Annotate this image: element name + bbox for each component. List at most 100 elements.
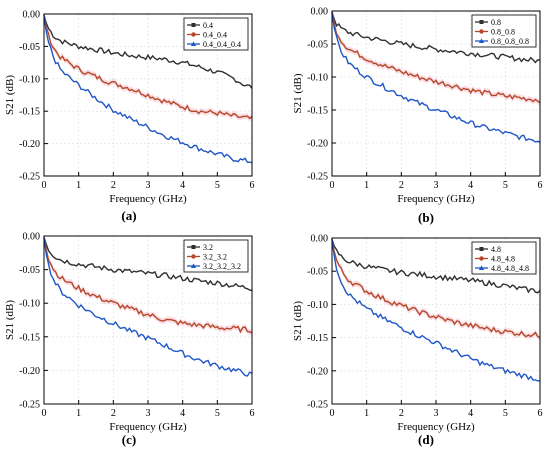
panel-d: 0 1 2 3 4 5 6 0.00 -0.05 -0.10 -0.15 -0.20 -0.25 Freq… xyxy=(292,234,543,434)
legend-marker-triangle xyxy=(478,38,485,43)
series-line-1 xyxy=(331,12,541,64)
x-tick-label: 6 xyxy=(250,180,255,191)
x-tick-label: 5 xyxy=(215,408,220,419)
x-tick-label: 3 xyxy=(434,180,439,191)
x-tick-label: 0 xyxy=(330,408,335,419)
y-tick-label: 0.00 xyxy=(311,7,329,18)
x-tick-label: 1 xyxy=(76,408,81,419)
legend-label: 4.8 xyxy=(491,245,501,254)
y-tick-label: -0.20 xyxy=(307,139,328,150)
x-axis-title: Frequency (GHz) xyxy=(109,193,187,205)
y-tick-label: -0.15 xyxy=(19,107,40,118)
y-tick-label: -0.20 xyxy=(19,366,40,377)
legend-marker-circle xyxy=(191,32,196,37)
legend-marker-triangle xyxy=(190,41,197,46)
y-tick-label: -0.05 xyxy=(307,267,328,278)
legend-marker-square xyxy=(479,247,484,251)
x-tick-label: 4 xyxy=(180,408,185,419)
x-tick-label: 2 xyxy=(399,408,404,419)
x-tick-label: 2 xyxy=(111,408,116,419)
x-tick-label: 6 xyxy=(538,408,543,419)
x-tick-label: 1 xyxy=(364,408,369,419)
legend: 3.23.2_3.23.2_3.2_3.2 xyxy=(183,239,249,273)
x-tick-label: 6 xyxy=(250,408,255,419)
y-tick-label: -0.10 xyxy=(19,74,40,85)
legend-label: 4.8_4.8 xyxy=(491,254,515,263)
series-line-3 xyxy=(43,237,253,377)
x-tick-label: 4 xyxy=(468,408,473,419)
legend-label: 0.4_0.4_0.4 xyxy=(203,40,241,49)
x-tick-label: 3 xyxy=(146,408,151,419)
x-tick-label: 3 xyxy=(146,180,151,191)
series-band xyxy=(44,234,252,336)
y-tick-label: -0.15 xyxy=(307,106,328,117)
series-line-2 xyxy=(331,239,541,339)
legend-marker-triangle xyxy=(190,263,197,268)
y-tick-label: -0.25 xyxy=(307,400,328,411)
y-axis-title: S21 (dB) xyxy=(292,73,304,113)
legend-marker-circle xyxy=(191,254,196,259)
legend-marker-square xyxy=(479,20,484,24)
series-line-3 xyxy=(331,239,541,382)
x-tick-label: 3 xyxy=(434,408,439,419)
panel-label: (d) xyxy=(418,432,434,447)
legend-label: 3.2 xyxy=(203,243,213,252)
panel-label: (b) xyxy=(418,210,434,225)
y-tick-label: -0.20 xyxy=(19,139,40,150)
y-axis-title: S21 (dB) xyxy=(292,301,304,341)
x-tick-label: 2 xyxy=(399,180,404,191)
legend-label: 0.8_0.8_0.8 xyxy=(491,37,529,46)
panel-c: 0 1 2 3 4 5 6 0.00 -0.05 -0.10 -0.15 -0.20 -0.25 Freq… xyxy=(4,232,255,434)
y-tick-label: 0.00 xyxy=(311,234,329,245)
panel-a: 0 1 2 3 4 5 6 0.00 -0.05 -0.10 -0.15 -0.20 -0.25 Freq… xyxy=(4,10,255,206)
legend: 0.80.8_0.80.8_0.8_0.8 xyxy=(471,14,537,48)
y-tick-label: -0.15 xyxy=(19,332,40,343)
x-tick-label: 1 xyxy=(76,180,81,191)
y-tick-label: -0.25 xyxy=(19,172,40,183)
y-tick-label: -0.10 xyxy=(307,73,328,84)
x-axis-title: Frequency (GHz) xyxy=(397,421,475,433)
legend-marker-triangle xyxy=(478,265,485,270)
legend: 0.40.4_0.40.4_0.4_0.4 xyxy=(183,17,249,51)
x-tick-label: 0 xyxy=(42,408,47,419)
y-axis-title: S21 (dB) xyxy=(4,75,16,115)
x-tick-label: 2 xyxy=(111,180,116,191)
y-tick-label: 0.00 xyxy=(23,10,41,21)
legend-marker-circle xyxy=(479,29,484,34)
series-line-1 xyxy=(331,239,541,294)
legend-label: 0.8_0.8 xyxy=(491,27,515,36)
y-tick-label: -0.05 xyxy=(307,40,328,51)
x-tick-label: 0 xyxy=(42,180,47,191)
series-line-2 xyxy=(331,12,541,104)
x-tick-label: 4 xyxy=(468,180,473,191)
legend-label: 4.8_4.8_4.8 xyxy=(491,264,529,273)
legend-marker-circle xyxy=(479,256,484,261)
x-tick-label: 5 xyxy=(503,180,508,191)
legend-marker-square xyxy=(191,245,196,249)
x-tick-label: 5 xyxy=(215,180,220,191)
y-tick-label: -0.10 xyxy=(307,300,328,311)
series-line-3 xyxy=(331,12,541,143)
series-line-3 xyxy=(43,15,253,164)
panel-b: 0 1 2 3 4 5 6 0.00 -0.05 -0.10 -0.15 -0.20 -0.25 Freq… xyxy=(292,7,543,206)
y-tick-label: -0.15 xyxy=(307,333,328,344)
legend-label: 0.8 xyxy=(491,18,501,27)
x-tick-label: 4 xyxy=(180,180,185,191)
x-axis-title: Frequency (GHz) xyxy=(397,193,475,205)
y-axis-title: S21 (dB) xyxy=(4,300,16,340)
x-tick-label: 6 xyxy=(538,180,543,191)
series-line-1 xyxy=(43,15,253,89)
legend-marker-square xyxy=(191,23,196,27)
y-tick-label: -0.20 xyxy=(307,366,328,377)
x-tick-label: 1 xyxy=(364,180,369,191)
legend-label: 3.2_3.2 xyxy=(203,252,227,261)
x-tick-label: 5 xyxy=(503,408,508,419)
legend-label: 3.2_3.2_3.2 xyxy=(203,262,241,271)
series-line-1 xyxy=(43,237,253,292)
panel-label: (c) xyxy=(122,432,136,447)
series-band xyxy=(332,9,540,106)
legend-label: 0.4 xyxy=(203,21,213,30)
series-line-2 xyxy=(43,237,253,334)
y-tick-label: -0.10 xyxy=(19,299,40,310)
